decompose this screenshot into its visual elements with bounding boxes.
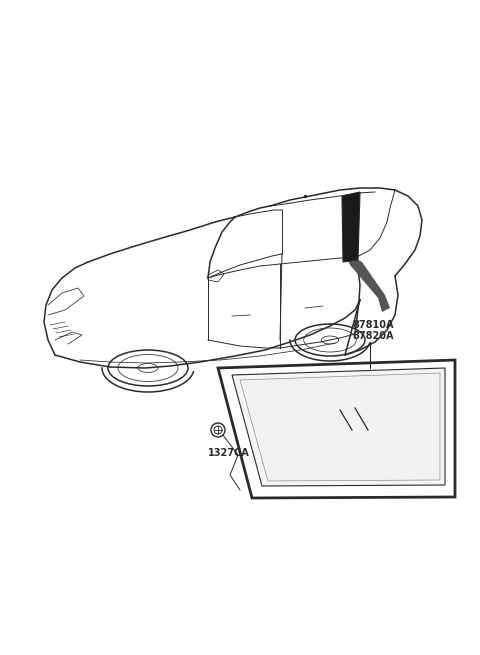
Polygon shape xyxy=(342,192,360,262)
Polygon shape xyxy=(348,258,390,312)
Text: 87820A: 87820A xyxy=(352,331,394,341)
Polygon shape xyxy=(232,368,445,486)
Text: 1327CA: 1327CA xyxy=(208,448,250,458)
Text: 87810A: 87810A xyxy=(352,320,394,330)
Polygon shape xyxy=(240,373,440,481)
